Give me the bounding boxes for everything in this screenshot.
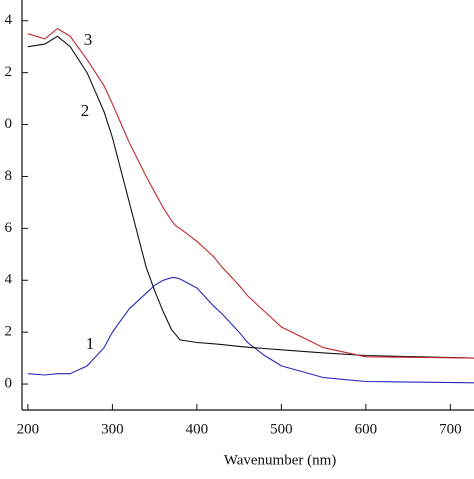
y-tick-label: 2 [5,64,13,80]
y-tick-label: 8 [5,168,13,184]
x-tick-label: 600 [355,421,378,437]
y-tick-label: 0 [5,116,13,132]
x-tick-label: 500 [270,421,293,437]
y-tick-label: 2 [5,324,13,340]
x-tick-label: 300 [101,421,124,437]
y-tick-label: 0 [5,375,13,391]
curve-label: 2 [81,101,90,120]
y-tick-label: 4 [5,12,13,28]
y-tick-label: 4 [5,272,13,288]
y-tick-label: 6 [5,220,13,236]
curve-label: 3 [84,30,93,49]
curve-label: 1 [86,334,95,353]
x-tick-label: 200 [17,421,40,437]
x-tick-label: 400 [186,421,209,437]
line-series [27,277,474,384]
x-axis-label: Wavenumber (nm) [224,452,337,468]
line-series [27,27,474,359]
line-series [27,35,474,359]
x-tick-label: 700 [439,421,462,437]
